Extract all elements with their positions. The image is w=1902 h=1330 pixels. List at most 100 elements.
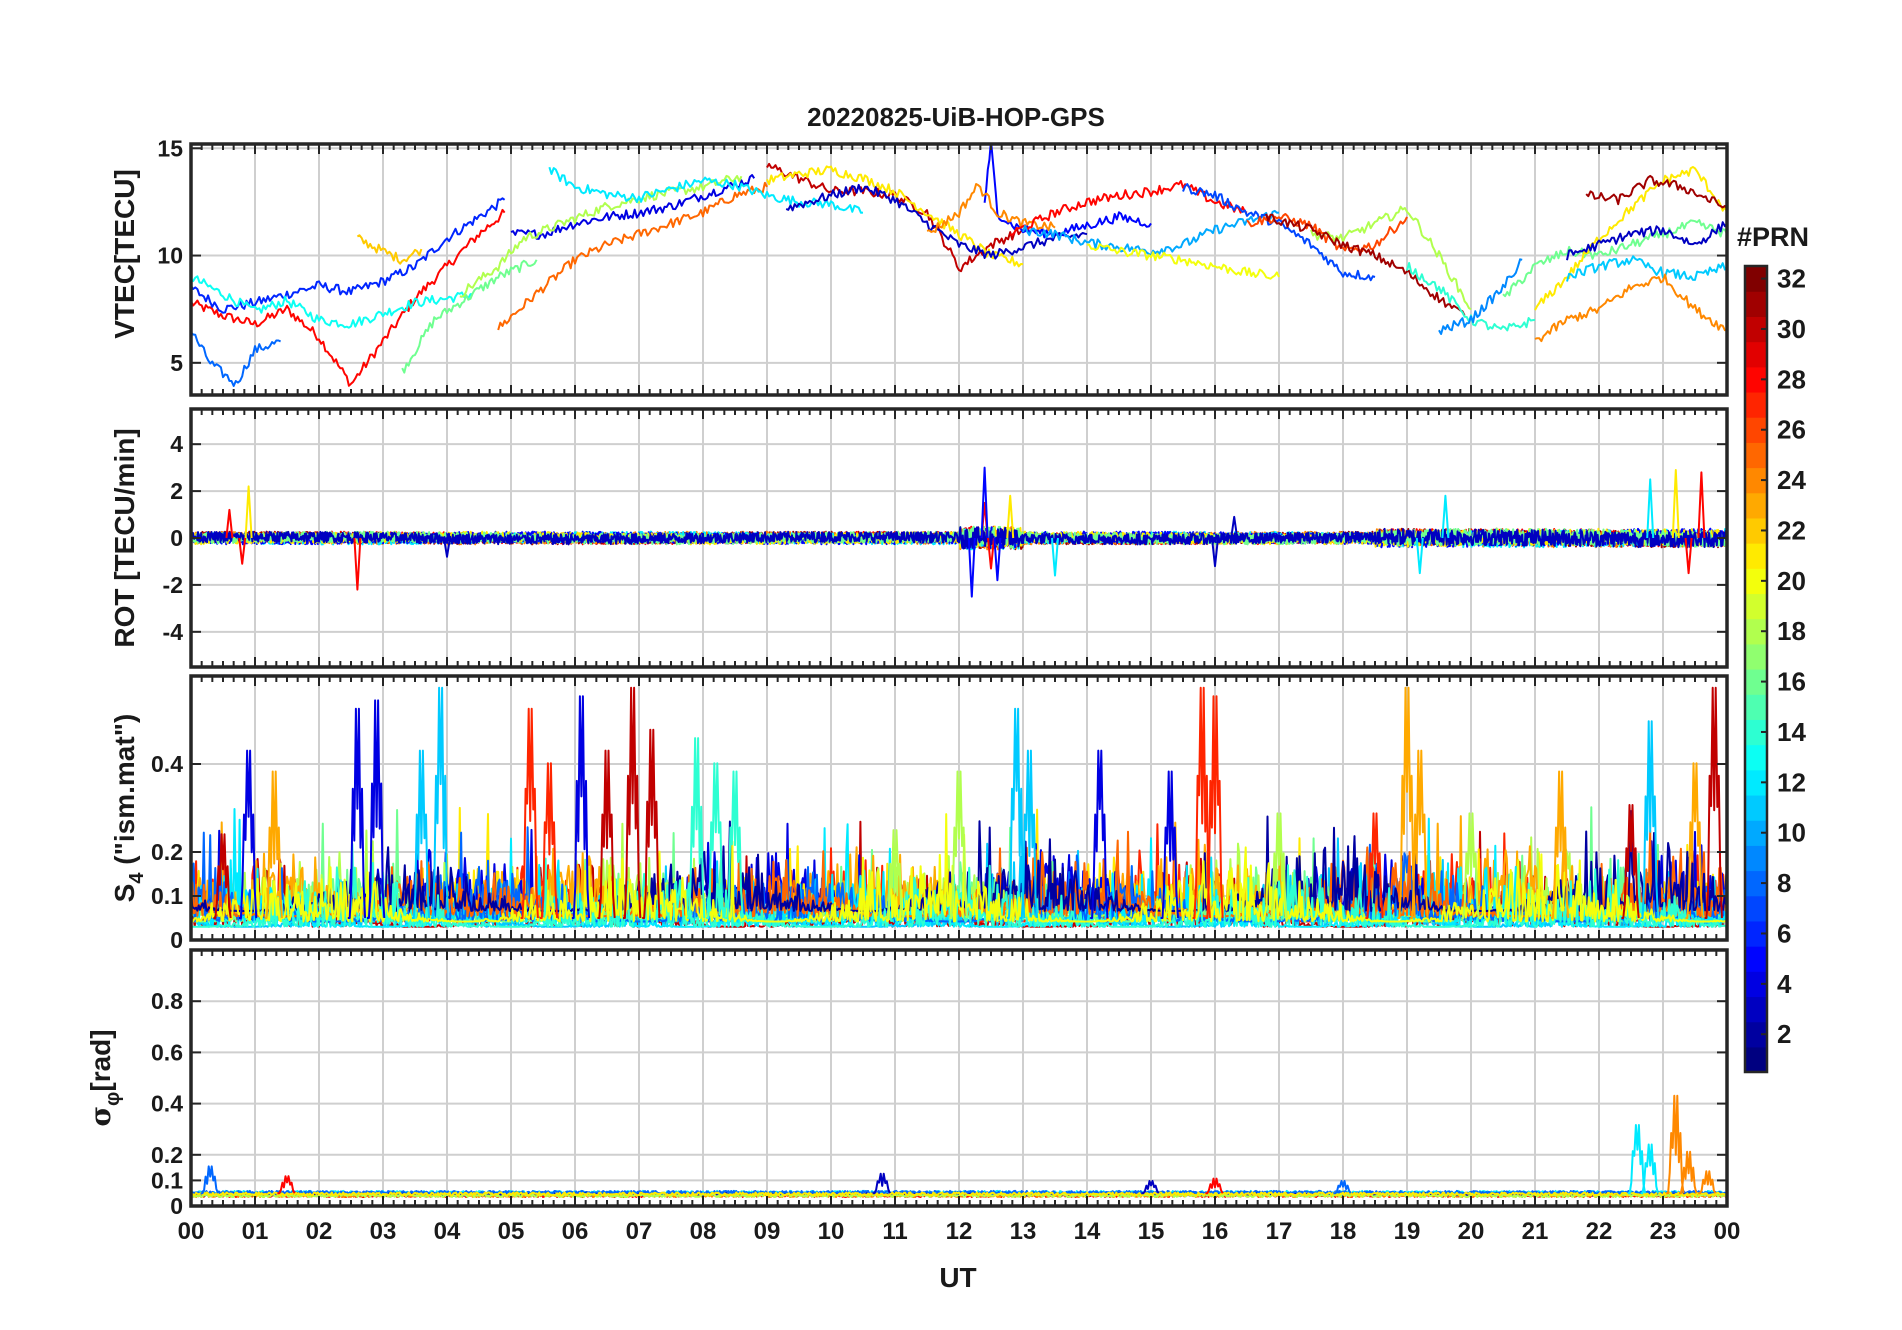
rot-spike-prn-28 — [238, 537, 247, 565]
x-tick-label: 07 — [626, 1218, 653, 1245]
y-tick-label: 5 — [170, 350, 183, 376]
s4-burst-prn-27 — [520, 707, 539, 919]
traces-s4 — [191, 686, 1727, 928]
traces-rot — [191, 466, 1727, 598]
vtec-trace-prn-16 — [401, 259, 538, 374]
y-axis-label-s4: S4 ("ism.mat") — [109, 714, 148, 903]
colorbar-segment — [1745, 694, 1767, 720]
panel-s4: 00.10.20.4S4 ("ism.mat") — [109, 674, 1729, 953]
sigma-burst-prn-12 — [1627, 1124, 1647, 1195]
vtec-trace-prn-4 — [510, 174, 756, 240]
s4-burst-prn-30 — [642, 728, 661, 919]
colorbar-segment — [1745, 820, 1767, 846]
colorbar-segment — [1745, 870, 1767, 897]
vtec-trace-prn-28 — [1009, 180, 1248, 236]
s4-burst-prn-11 — [1007, 707, 1026, 919]
s4-burst-prn-18 — [949, 770, 968, 919]
x-tick-label: 08 — [690, 1218, 717, 1245]
x-tick-label: 16 — [1202, 1218, 1229, 1245]
rot-spike-prn-21 — [1671, 468, 1680, 539]
y-tick-label: 2 — [170, 478, 183, 504]
x-tick-label: 02 — [306, 1218, 333, 1245]
colorbar-segment — [1745, 366, 1767, 393]
rot-spike-prn-28 — [987, 537, 995, 570]
colorbar-tick-label: 6 — [1777, 918, 1791, 948]
rot-spike-prn-28 — [1697, 471, 1706, 539]
colorbar-segment — [1745, 391, 1767, 418]
s4-burst-prn-27 — [1192, 686, 1211, 919]
rot-spike-prn-12 — [1441, 494, 1450, 539]
vtec-trace-prn-18 — [459, 174, 743, 298]
s4-burst-prn-11 — [431, 686, 450, 919]
vtec-trace-prn-5 — [983, 144, 1152, 239]
y-axis-label-main: σ — [84, 1106, 117, 1127]
vtec-trace-prn-25 — [497, 181, 768, 331]
chart-title: 20220825-UiB-HOP-GPS — [807, 102, 1105, 132]
s4-burst-prn-30 — [1704, 686, 1723, 919]
sigma-burst-prn-28 — [1205, 1177, 1224, 1195]
y-tick-label: -4 — [163, 619, 184, 645]
rot-spike-prn-12 — [1051, 537, 1059, 577]
x-tick-label: 04 — [434, 1218, 461, 1245]
vtec-trace-prn-7 — [1182, 183, 1376, 282]
sigma-burst-prn-3 — [872, 1172, 891, 1195]
panel-vtec: 5 10 15 VTEC[TECU] — [109, 135, 1729, 397]
vtec-trace-prn-18 — [1310, 205, 1472, 311]
colorbar-tick-label: 14 — [1777, 717, 1806, 747]
colorbar-label: #PRN — [1737, 222, 1809, 252]
y-tick-label: -2 — [163, 572, 183, 598]
colorbar-segment — [1745, 769, 1767, 796]
vtec-trace-prn-24 — [1534, 273, 1727, 343]
colorbar-tick-label: 10 — [1777, 818, 1806, 848]
x-tick-label: 21 — [1522, 1218, 1549, 1245]
colorbar-frame — [1743, 264, 1769, 1074]
colorbar-segment — [1745, 895, 1767, 922]
y-axis-label-subscript: φ — [102, 1092, 124, 1106]
s4-trace-prn-20 — [191, 813, 1727, 923]
colorbar-tick-label: 30 — [1777, 314, 1806, 344]
colorbar-segment — [1745, 568, 1767, 595]
y-tick-label: 0.1 — [151, 1167, 183, 1193]
s4-burst-prn-4 — [239, 749, 258, 919]
y-tick-label: 0.4 — [151, 751, 183, 777]
y-tick-label: 15 — [157, 135, 183, 161]
vtec-trace-prn-3 — [1566, 221, 1727, 261]
vtec-trace-prn-11 — [1566, 255, 1727, 282]
sigma-burst-prn-8 — [200, 1165, 219, 1195]
rot-spike-prn-5 — [993, 537, 1002, 582]
colorbar-tick-label: 2 — [1777, 1019, 1791, 1049]
y-axis-label-rest: [rad] — [85, 1029, 116, 1091]
x-tick-label: 00 — [1714, 1218, 1741, 1245]
s4-burst-prn-4 — [1160, 770, 1179, 919]
s4-burst-prn-18 — [885, 829, 904, 919]
s4-burst-prn-14 — [725, 770, 744, 919]
colorbar-segment — [1745, 442, 1767, 469]
s4-burst-prn-4 — [367, 699, 386, 919]
vtec-trace-prn-22 — [356, 234, 423, 265]
colorbar-segment — [1745, 643, 1767, 670]
colorbar-segment — [1745, 1046, 1767, 1073]
vtec-trace-prn-13 — [191, 275, 473, 329]
s4-burst-prn-30 — [1621, 804, 1640, 919]
y-tick-label: 0.2 — [151, 839, 183, 865]
rot-spike-prn-5 — [967, 537, 976, 598]
s4-burst-prn-23 — [1397, 686, 1416, 919]
y-tick-label: 0.4 — [151, 1091, 183, 1117]
x-tick-label: 06 — [562, 1218, 589, 1245]
sigma-burst-prn-12 — [1640, 1143, 1659, 1195]
colorbar-segment — [1745, 467, 1767, 494]
y-tick-label: 0 — [170, 927, 183, 953]
s4-burst-prn-27 — [539, 762, 559, 919]
x-tick-label: 20 — [1458, 1218, 1485, 1245]
y-axis-label-subscript: 4 — [126, 872, 148, 884]
rot-spike-prn-3 — [1211, 537, 1219, 568]
traces-vtec — [191, 144, 1727, 387]
vtec-trace-prn-28 — [191, 208, 506, 387]
colorbar-tick-label: 26 — [1777, 415, 1806, 445]
s4-burst-prn-11 — [1019, 749, 1039, 919]
rot-spike-prn-21 — [244, 485, 253, 539]
x-axis: 00 01 02 03 04 05 06 07 08 09 10 11 12 13 14 15 16 17 18 19… — [178, 1218, 1741, 1245]
s4-burst-prn-23 — [1685, 762, 1704, 919]
sigma-burst-prn-28 — [277, 1175, 296, 1195]
x-tick-label: 00 — [178, 1218, 205, 1245]
